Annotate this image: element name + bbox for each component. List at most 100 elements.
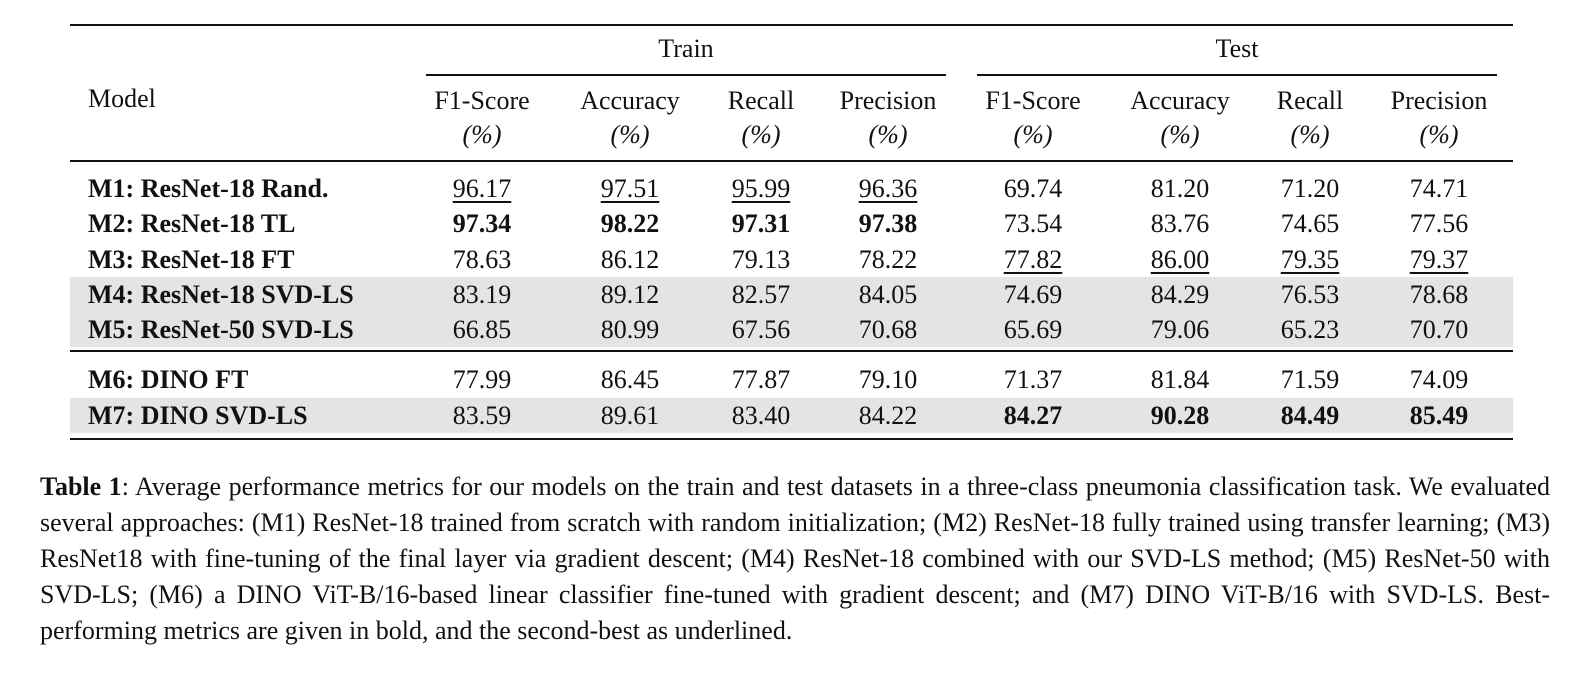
metric-value-text: 97.34 bbox=[452, 209, 512, 238]
metric-value-text: 84.22 bbox=[858, 401, 918, 430]
metric-value-text: 79.10 bbox=[858, 365, 918, 394]
metric-header: F1-Score (%) bbox=[968, 84, 1098, 152]
metric-value-text: 74.69 bbox=[1003, 280, 1063, 309]
metric-value: 83.19 bbox=[417, 277, 547, 312]
metric-value: 74.69 bbox=[968, 277, 1098, 312]
metric-value-text: 79.13 bbox=[731, 245, 791, 274]
metric-value: 97.51 bbox=[565, 171, 695, 206]
metric-header: Precision (%) bbox=[823, 84, 953, 152]
metric-value: 79.35 bbox=[1245, 242, 1375, 277]
metric-header-unit: (%) bbox=[610, 120, 650, 149]
metric-value-text: 86.12 bbox=[600, 245, 660, 274]
metric-value: 70.68 bbox=[823, 312, 953, 347]
metric-header: Recall (%) bbox=[1245, 84, 1375, 152]
header-rule bbox=[70, 160, 1513, 162]
table-row: M1: ResNet-18 Rand. 96.17 97.51 95.99 96.36 6… bbox=[70, 171, 1513, 206]
metric-value-text: 97.31 bbox=[731, 209, 791, 238]
metric-value: 96.36 bbox=[823, 171, 953, 206]
metric-value-text: 84.29 bbox=[1150, 280, 1210, 309]
metric-value: 66.85 bbox=[417, 312, 547, 347]
model-name: M5: ResNet-50 SVD-LS bbox=[88, 315, 354, 344]
metric-value: 79.06 bbox=[1115, 312, 1245, 347]
metric-value-text: 78.63 bbox=[452, 245, 512, 274]
metric-value: 67.56 bbox=[696, 312, 826, 347]
model-name: M3: ResNet-18 FT bbox=[88, 245, 295, 274]
metric-value-text: 66.85 bbox=[452, 315, 512, 344]
metric-value-text: 89.12 bbox=[600, 280, 660, 309]
metric-value-text: 77.99 bbox=[452, 365, 512, 394]
metric-value-text: 65.69 bbox=[1003, 315, 1063, 344]
metric-header-unit: (%) bbox=[1419, 120, 1459, 149]
metric-value-text: 86.00 bbox=[1150, 245, 1210, 274]
metric-value-text: 97.38 bbox=[858, 209, 918, 238]
table-row: M2: ResNet-18 TL 97.34 98.22 97.31 97.38 73.5… bbox=[70, 206, 1513, 241]
metric-value-text: 74.71 bbox=[1409, 174, 1469, 203]
metric-value-text: 67.56 bbox=[731, 315, 791, 344]
metric-value: 86.12 bbox=[565, 242, 695, 277]
metric-value: 86.45 bbox=[565, 362, 695, 397]
metric-value-text: 83.40 bbox=[731, 401, 791, 430]
metric-value: 70.70 bbox=[1374, 312, 1504, 347]
metric-value-text: 70.68 bbox=[858, 315, 918, 344]
metric-value-text: 83.19 bbox=[452, 280, 512, 309]
metric-value: 83.59 bbox=[417, 398, 547, 433]
metric-value: 78.68 bbox=[1374, 277, 1504, 312]
metric-value: 74.09 bbox=[1374, 362, 1504, 397]
metric-value: 74.71 bbox=[1374, 171, 1504, 206]
metric-value: 97.38 bbox=[823, 206, 953, 241]
metric-value: 77.99 bbox=[417, 362, 547, 397]
metric-value: 81.20 bbox=[1115, 171, 1245, 206]
metric-value: 95.99 bbox=[696, 171, 826, 206]
metric-value-text: 71.59 bbox=[1280, 365, 1340, 394]
metric-value-text: 71.20 bbox=[1280, 174, 1340, 203]
metric-header-unit: (%) bbox=[1290, 120, 1330, 149]
metric-value: 90.28 bbox=[1115, 398, 1245, 433]
metric-header-name: Precision bbox=[1390, 86, 1488, 115]
metric-value: 79.37 bbox=[1374, 242, 1504, 277]
metric-value: 77.56 bbox=[1374, 206, 1504, 241]
metric-value-text: 96.36 bbox=[858, 174, 918, 203]
metric-value: 83.76 bbox=[1115, 206, 1245, 241]
train-cmidrule bbox=[426, 74, 946, 76]
metric-header-name: Accuracy bbox=[1130, 86, 1230, 115]
metric-value: 65.23 bbox=[1245, 312, 1375, 347]
metric-value-text: 81.84 bbox=[1150, 365, 1210, 394]
metric-header: Accuracy (%) bbox=[565, 84, 695, 152]
metric-value: 89.12 bbox=[565, 277, 695, 312]
group-header-test: Test bbox=[1215, 34, 1259, 63]
metric-value-text: 74.09 bbox=[1409, 365, 1469, 394]
metric-value: 71.20 bbox=[1245, 171, 1375, 206]
metric-value: 78.22 bbox=[823, 242, 953, 277]
caption-text: : Average performance metrics for our mo… bbox=[40, 472, 1550, 645]
metric-header-unit: (%) bbox=[868, 120, 908, 149]
model-name: M1: ResNet-18 Rand. bbox=[88, 174, 329, 203]
table-row: M3: ResNet-18 FT 78.63 86.12 79.13 78.22 77.8… bbox=[70, 242, 1513, 277]
table-row: M7: DINO SVD-LS 83.59 89.61 83.40 84.22 84.27… bbox=[70, 398, 1513, 433]
metric-value-text: 98.22 bbox=[600, 209, 660, 238]
metric-value: 84.22 bbox=[823, 398, 953, 433]
metric-value-text: 79.35 bbox=[1280, 245, 1340, 274]
metric-value-text: 77.56 bbox=[1409, 209, 1469, 238]
metric-header-unit: (%) bbox=[1013, 120, 1053, 149]
metric-value-text: 83.59 bbox=[452, 401, 512, 430]
metric-value: 71.37 bbox=[968, 362, 1098, 397]
metric-value-text: 70.70 bbox=[1409, 315, 1469, 344]
metric-value: 73.54 bbox=[968, 206, 1098, 241]
metric-value-text: 77.82 bbox=[1003, 245, 1063, 274]
metric-value: 77.87 bbox=[696, 362, 826, 397]
metric-value: 86.00 bbox=[1115, 242, 1245, 277]
metric-value-text: 77.87 bbox=[731, 365, 791, 394]
metric-value: 81.84 bbox=[1115, 362, 1245, 397]
metric-value: 84.29 bbox=[1115, 277, 1245, 312]
metric-value-text: 84.05 bbox=[858, 280, 918, 309]
metric-value-text: 81.20 bbox=[1150, 174, 1210, 203]
metric-value-text: 79.37 bbox=[1409, 245, 1469, 274]
caption-label: Table 1 bbox=[40, 472, 122, 501]
metric-header-unit: (%) bbox=[741, 120, 781, 149]
metric-header-name: Recall bbox=[1276, 86, 1344, 115]
metric-header-name: Accuracy bbox=[580, 86, 680, 115]
separator-rule bbox=[70, 350, 1513, 352]
metric-header-name: F1-Score bbox=[985, 86, 1081, 115]
metric-header: Accuracy (%) bbox=[1115, 84, 1245, 152]
metric-header-name: F1-Score bbox=[434, 86, 530, 115]
